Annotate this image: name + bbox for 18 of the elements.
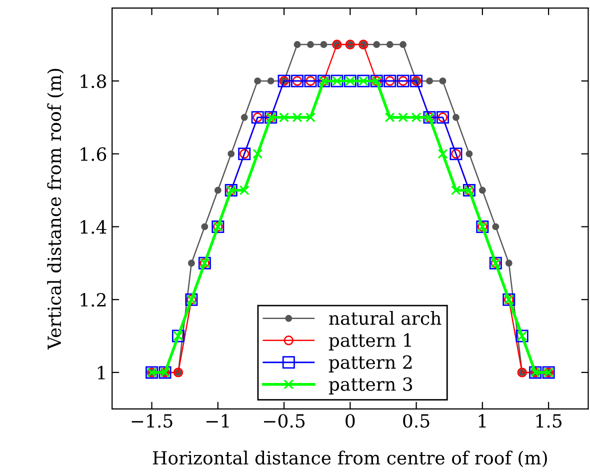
- y-axis-title: Vertical distance from roof (m): [47, 68, 64, 350]
- y-tick-label: 1.4: [80, 220, 106, 234]
- legend-label: pattern 3: [328, 377, 412, 394]
- y-tick-label: 1: [98, 366, 105, 380]
- x-tick-label: −1: [206, 414, 229, 428]
- x-tick-label: 1: [478, 414, 486, 428]
- legend-label: pattern 1: [328, 333, 411, 350]
- legend-label: natural arch: [329, 311, 442, 325]
- x-axis-title: Horizontal distance from centre of roof (m): [152, 450, 547, 468]
- x-tick-label: 1.5: [536, 414, 562, 428]
- x-tick-label: 0.5: [403, 414, 430, 428]
- x-tick-label: 0: [346, 414, 355, 428]
- x-tick-label: −1.5: [132, 414, 172, 428]
- y-tick-label: 1.2: [80, 293, 106, 307]
- y-tick-label: 1.6: [80, 147, 106, 161]
- x-tick-label: −0.5: [264, 414, 305, 428]
- y-tick-label: 1.8: [80, 74, 106, 88]
- legend-label: pattern 2: [328, 355, 412, 372]
